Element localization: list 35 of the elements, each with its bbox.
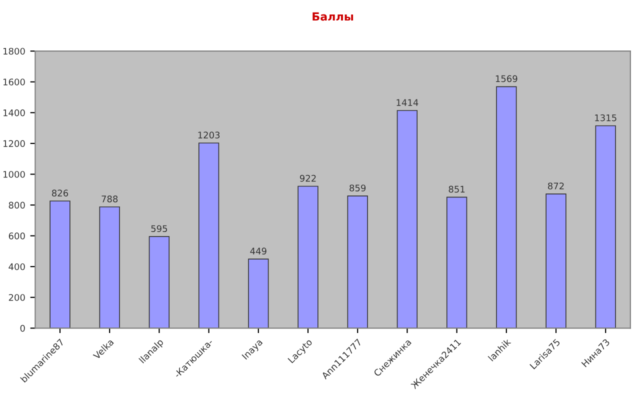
data-label: 922 <box>300 174 316 182</box>
bar <box>99 206 120 328</box>
y-tick-label: 1800 <box>3 48 25 55</box>
data-label: 1569 <box>496 75 518 82</box>
data-label: 872 <box>548 182 564 190</box>
data-label: 595 <box>151 225 168 232</box>
bar <box>347 196 368 328</box>
bar <box>50 200 70 328</box>
bar <box>446 196 468 328</box>
y-tick-label: 1000 <box>3 170 25 178</box>
y-tick-label: 600 <box>8 232 25 240</box>
data-label: 859 <box>350 184 366 192</box>
bar <box>546 194 566 328</box>
data-label: 788 <box>102 196 118 202</box>
data-label: 851 <box>448 186 465 193</box>
data-label: 1203 <box>198 132 220 138</box>
chart-title: Баллы <box>312 12 354 21</box>
bar <box>148 236 170 328</box>
y-tick-label: 1200 <box>3 140 25 148</box>
bar <box>595 125 616 328</box>
data-label: 449 <box>250 248 266 255</box>
data-label: 1315 <box>595 114 616 122</box>
y-tick-label: 0 <box>20 324 25 332</box>
bar <box>396 110 418 328</box>
bar <box>248 258 269 328</box>
data-label: 826 <box>52 190 68 196</box>
y-tick-label: 200 <box>8 294 25 301</box>
bar <box>298 186 318 328</box>
y-tick-label: 400 <box>8 263 25 270</box>
bar <box>198 142 220 328</box>
data-label: 1414 <box>396 99 418 106</box>
y-tick-label: 1400 <box>3 109 25 116</box>
bar <box>496 86 517 328</box>
y-tick-label: 800 <box>8 202 25 209</box>
y-tick-label: 1600 <box>3 78 25 86</box>
